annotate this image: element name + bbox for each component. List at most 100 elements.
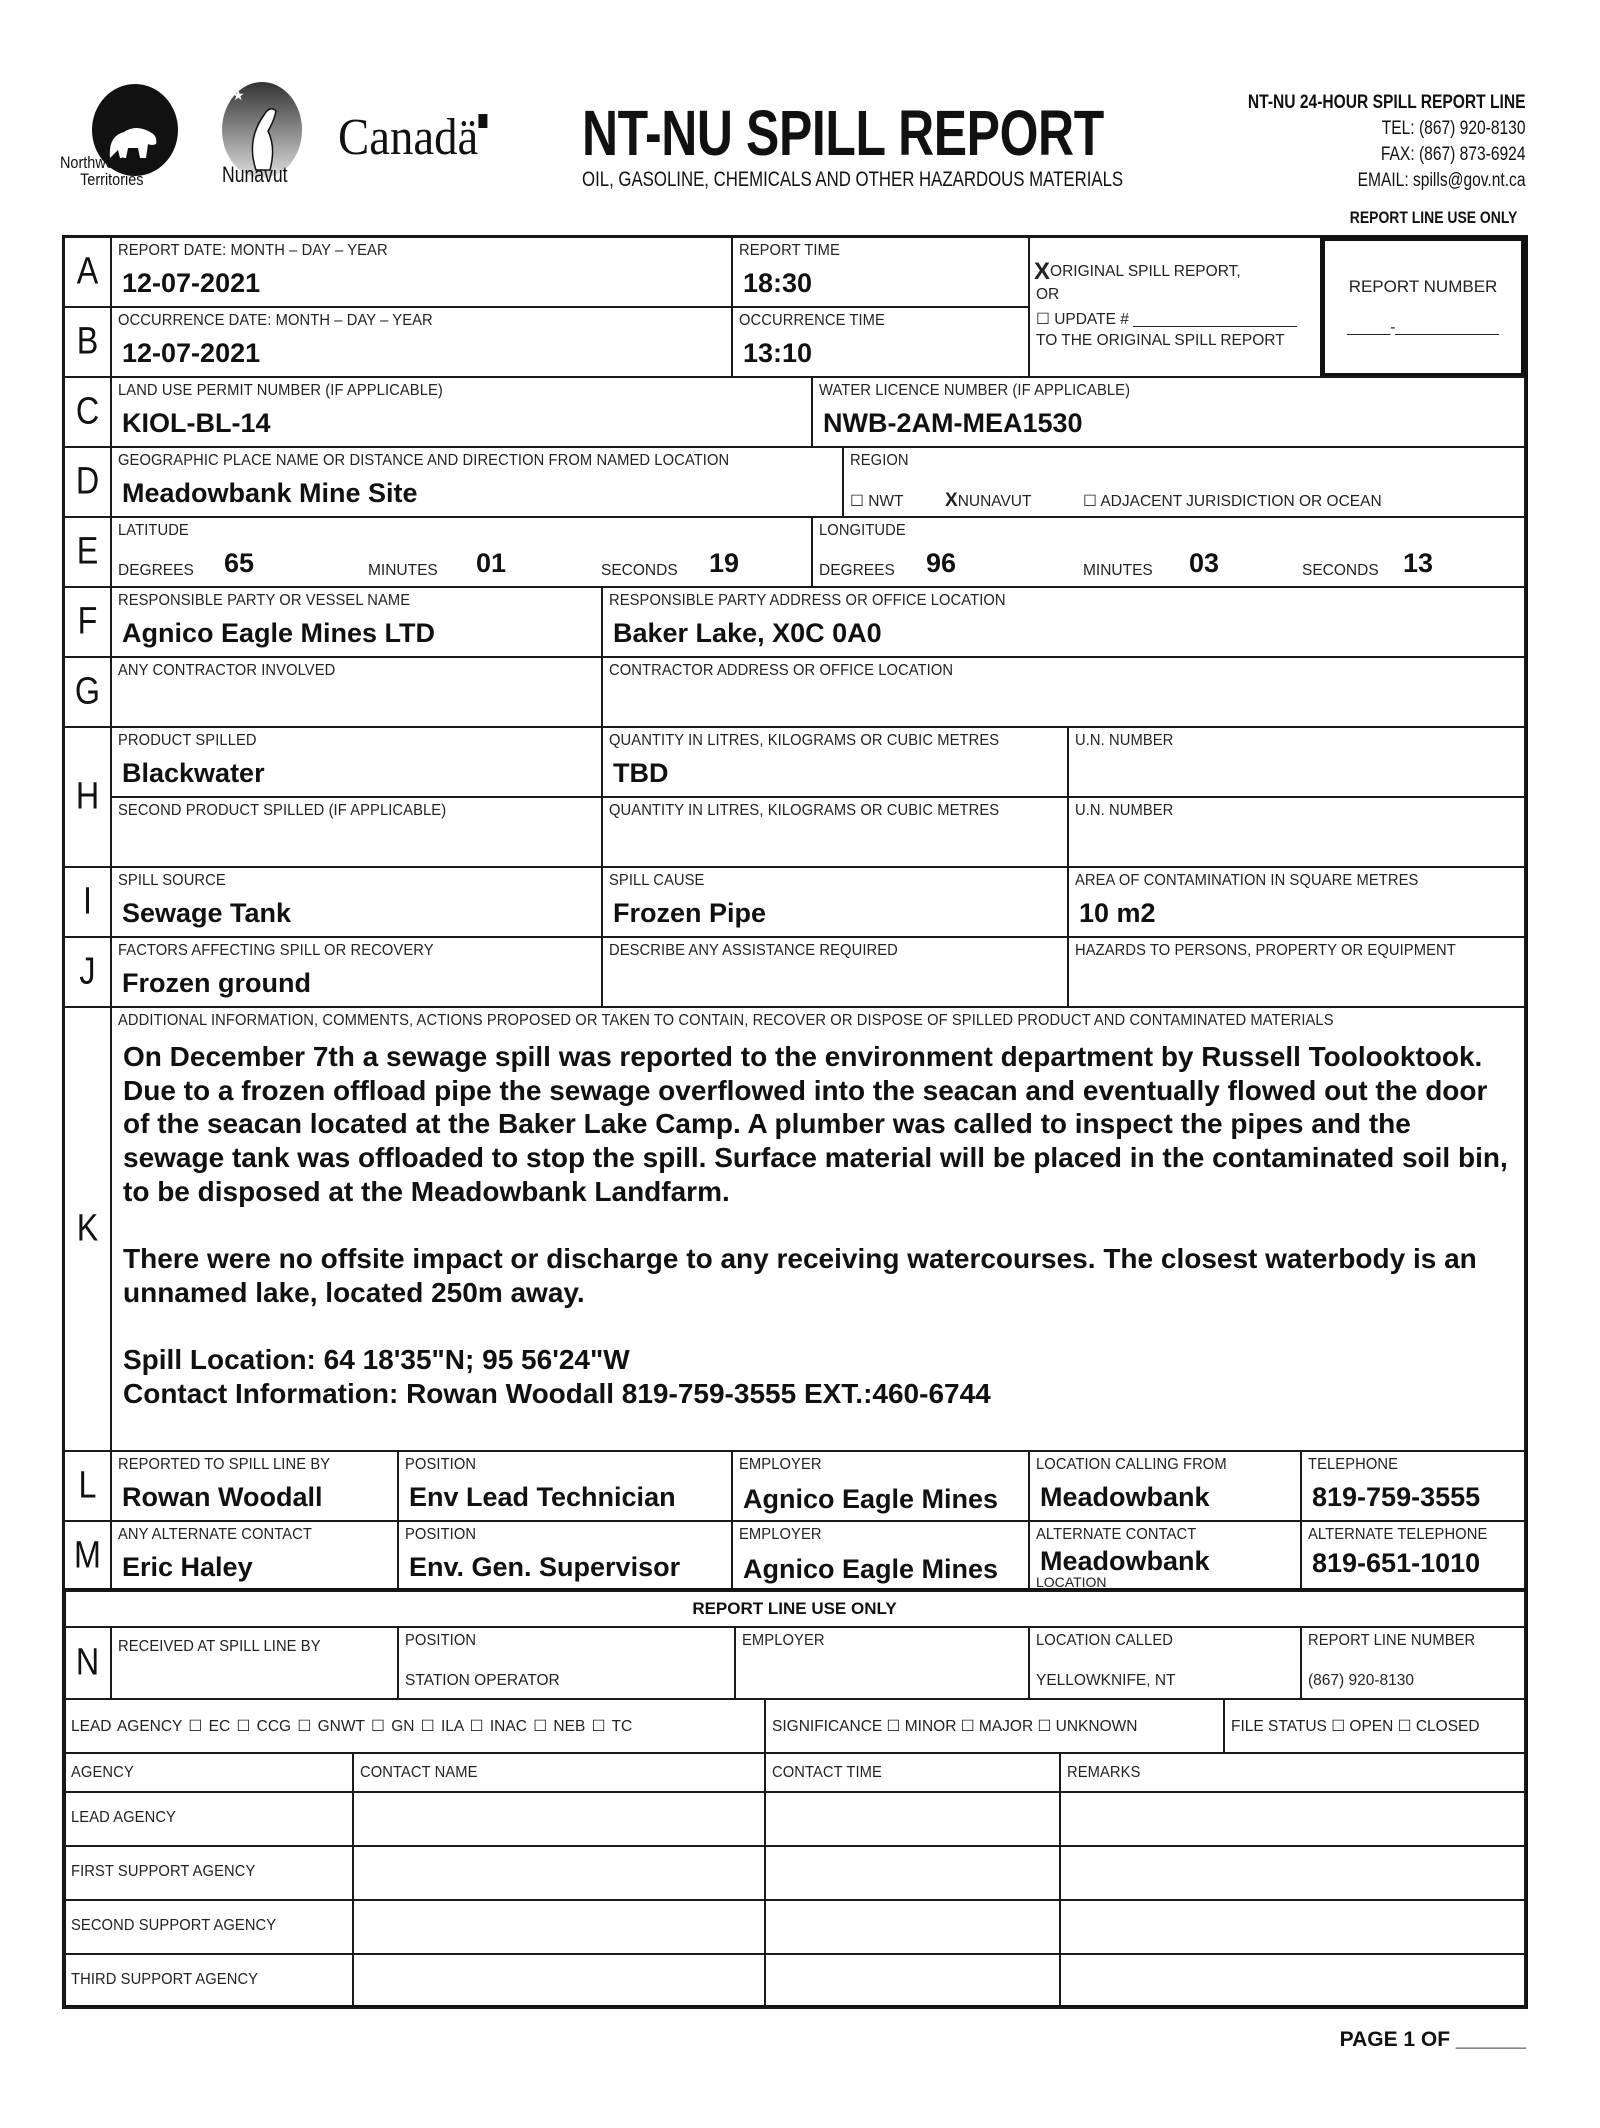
field-value: 819-651-1010	[1312, 1548, 1481, 1578]
page-number: PAGE 1 OF ______	[1339, 2028, 1526, 2051]
agency-row-cell[interactable]	[764, 1791, 1061, 1847]
report-line-number-field[interactable]: REPORT LINE NUMBER (867) 920-8130	[1300, 1626, 1526, 1700]
field-label: XORIGINAL SPILL REPORT,	[1034, 258, 1241, 286]
quantity-field[interactable]: QUANTITY IN LITRES, KILOGRAMS OR CUBIC M…	[601, 726, 1069, 798]
row-letter: D	[75, 460, 100, 503]
responsible-address-field[interactable]: RESPONSIBLE PARTY ADDRESS OR OFFICE LOCA…	[601, 586, 1526, 658]
un-number-field[interactable]: U.N. NUMBER	[1067, 726, 1526, 798]
factors-field[interactable]: FACTORS AFFECTING SPILL OR RECOVERY Froze…	[110, 936, 603, 1008]
location-calling-field[interactable]: LOCATION CALLING FROM Meadowbank	[1028, 1450, 1302, 1522]
letter-n: N	[63, 1626, 112, 1700]
alternate-position-field[interactable]: POSITION Env. Gen. Supervisor	[397, 1520, 733, 1592]
responsible-party-field[interactable]: RESPONSIBLE PARTY OR VESSEL NAME Agnico E…	[110, 586, 603, 658]
field-label: AREA OF CONTAMINATION IN SQUARE METRES	[1075, 872, 1419, 889]
alternate-telephone-field[interactable]: ALTERNATE TELEPHONE 819-651-1010	[1300, 1520, 1526, 1592]
product-spilled-field[interactable]: PRODUCT SPILLED Blackwater	[110, 726, 603, 798]
assistance-field[interactable]: DESCRIBE ANY ASSISTANCE REQUIRED	[601, 936, 1069, 1008]
agency-row-cell[interactable]	[1059, 1791, 1526, 1847]
hotline-fax: FAX: (867) 873-6924	[1381, 144, 1526, 165]
contact-name-header: CONTACT NAME	[352, 1752, 766, 1793]
place-name-field[interactable]: GEOGRAPHIC PLACE NAME OR DISTANCE AND DI…	[110, 446, 844, 518]
agency-row-cell[interactable]	[764, 1845, 1061, 1901]
lat-minutes: 01	[476, 548, 507, 578]
occurrence-time-field[interactable]: OCCURRENCE TIME 13:10	[731, 306, 1030, 378]
letter-h: H	[63, 726, 112, 868]
field-label: RESPONSIBLE PARTY ADDRESS OR OFFICE LOCA…	[609, 592, 1006, 609]
agency-row-cell[interactable]	[352, 1899, 766, 1955]
agency-row-cell[interactable]	[1059, 1845, 1526, 1901]
latitude-field[interactable]: LATITUDE DEGREES 65 MINUTES 01 SECONDS 19	[110, 516, 813, 588]
agency-row-cell[interactable]	[764, 1899, 1061, 1955]
field-label: ALTERNATE CONTACT	[1036, 1526, 1197, 1543]
hazards-field[interactable]: HAZARDS TO PERSONS, PROPERTY OR EQUIPMEN…	[1067, 936, 1526, 1008]
agency-row-cell[interactable]	[352, 1953, 766, 2009]
region-adjacent-checkbox[interactable]: ☐ ADJACENT JURISDICTION OR OCEAN	[1083, 493, 1382, 510]
info-paragraph: On December 7th a sewage spill was repor…	[123, 1041, 1508, 1207]
row-letter: N	[75, 1641, 100, 1684]
field-value: KIOL-BL-14	[122, 408, 271, 438]
n-employer-field[interactable]: EMPLOYER	[734, 1626, 1030, 1700]
agency-row-cell[interactable]	[352, 1791, 766, 1847]
spill-source-field[interactable]: SPILL SOURCE Sewage Tank	[110, 866, 603, 938]
received-by-field[interactable]: RECEIVED AT SPILL LINE BY	[110, 1626, 399, 1700]
field-label: QUANTITY IN LITRES, KILOGRAMS OR CUBIC M…	[609, 732, 1000, 749]
water-licence-field[interactable]: WATER LICENCE NUMBER (IF APPLICABLE) NWB-…	[811, 376, 1526, 448]
spill-location: Spill Location: 64 18'35"N; 95 56'24"W	[123, 1344, 630, 1376]
alternate-location-field[interactable]: ALTERNATE CONTACT LOCATION Meadowbank	[1028, 1520, 1302, 1592]
nwt-logo: Northwest Territories	[60, 78, 185, 193]
employer-field[interactable]: EMPLOYER Agnico Eagle Mines	[731, 1450, 1030, 1522]
occurrence-date-field[interactable]: OCCURRENCE DATE: MONTH – DAY – YEAR 12-07…	[110, 306, 733, 378]
field-value: Sewage Tank	[122, 898, 292, 928]
region-nunavut-checkbox[interactable]: XNUNAVUT	[945, 490, 1032, 511]
agency-row-cell[interactable]	[1059, 1953, 1526, 2009]
field-label: AGENCY	[71, 1764, 134, 1781]
contamination-area-field[interactable]: AREA OF CONTAMINATION IN SQUARE METRES 10…	[1067, 866, 1526, 938]
second-product-field[interactable]: SECOND PRODUCT SPILLED (IF APPLICABLE)	[110, 796, 603, 868]
n-position-field[interactable]: POSITION STATION OPERATOR	[397, 1626, 736, 1700]
update-checkbox[interactable]: ☐ UPDATE # ___________________	[1036, 311, 1297, 328]
field-value: Meadowbank	[1040, 1482, 1210, 1512]
significance-checkboxes[interactable]: SIGNIFICANCE ☐ MINOR ☐ MAJOR ☐ UNKNOWN	[764, 1698, 1225, 1754]
position-field[interactable]: POSITION Env Lead Technician	[397, 1450, 733, 1522]
letter-a: A	[63, 236, 112, 308]
alternate-contact-field[interactable]: ANY ALTERNATE CONTACT Eric Haley	[110, 1520, 399, 1592]
field-label: OCCURRENCE TIME	[739, 312, 885, 329]
field-label: POSITION	[405, 1526, 477, 1543]
telephone-field[interactable]: TELEPHONE 819-759-3555	[1300, 1450, 1526, 1522]
field-label: ANY ALTERNATE CONTACT	[118, 1526, 313, 1543]
location-called-field[interactable]: LOCATION CALLED YELLOWKNIFE, NT	[1028, 1626, 1302, 1700]
reported-by-field[interactable]: REPORTED TO SPILL LINE BY Rowan Woodall	[110, 1450, 399, 1522]
agency-row-cell[interactable]	[1059, 1899, 1526, 1955]
spill-cause-field[interactable]: SPILL CAUSE Frozen Pipe	[601, 866, 1069, 938]
contractor-field[interactable]: ANY CONTRACTOR INVOLVED	[110, 656, 603, 728]
agency-row-label: FIRST SUPPORT AGENCY	[63, 1845, 354, 1901]
field-label: CONTRACTOR ADDRESS OR OFFICE LOCATION	[609, 662, 954, 679]
hotline-email: EMAIL: spills@gov.nt.ca	[1358, 170, 1526, 191]
field-label: EMPLOYER	[739, 1456, 822, 1473]
canada-wordmark: Canadä	[338, 108, 488, 167]
file-status-checkboxes[interactable]: FILE STATUS ☐ OPEN ☐ CLOSED	[1223, 1698, 1526, 1754]
region-nwt-checkbox[interactable]: ☐ NWT	[850, 493, 904, 510]
field-label: MINUTES	[368, 562, 438, 579]
second-un-number-field[interactable]: U.N. NUMBER	[1067, 796, 1526, 868]
field-label: TELEPHONE	[1308, 1456, 1399, 1473]
longitude-field[interactable]: LONGITUDE DEGREES 96 MINUTES 03 SECONDS 13	[811, 516, 1526, 588]
field-label: ALTERNATE TELEPHONE	[1308, 1526, 1488, 1543]
letter-f: F	[63, 586, 112, 658]
letter-l: L	[63, 1450, 112, 1522]
field-value: Env. Gen. Supervisor	[409, 1552, 681, 1582]
report-time-field[interactable]: REPORT TIME 18:30	[731, 236, 1030, 308]
long-degrees: 96	[926, 548, 957, 578]
original-checkbox[interactable]: X	[1034, 258, 1051, 285]
agency-row-cell[interactable]	[764, 1953, 1061, 2009]
report-time-value: 18:30	[743, 268, 813, 298]
lead-agency-checkboxes[interactable]: LEAD AGENCY ☐ EC ☐ CCG ☐ GNWT ☐ GN ☐ ILA…	[63, 1698, 766, 1754]
land-use-permit-field[interactable]: LAND USE PERMIT NUMBER (IF APPLICABLE) KI…	[110, 376, 813, 448]
contact-information: Contact Information: Rowan Woodall 819-7…	[123, 1378, 991, 1409]
row-letter: E	[76, 530, 99, 573]
alternate-employer-field[interactable]: EMPLOYER Agnico Eagle Mines	[731, 1520, 1030, 1592]
contractor-address-field[interactable]: CONTRACTOR ADDRESS OR OFFICE LOCATION	[601, 656, 1526, 728]
agency-row-cell[interactable]	[352, 1845, 766, 1901]
second-quantity-field[interactable]: QUANTITY IN LITRES, KILOGRAMS OR CUBIC M…	[601, 796, 1069, 868]
report-date-field[interactable]: REPORT DATE: MONTH – DAY – YEAR 12-07-202…	[110, 236, 733, 308]
